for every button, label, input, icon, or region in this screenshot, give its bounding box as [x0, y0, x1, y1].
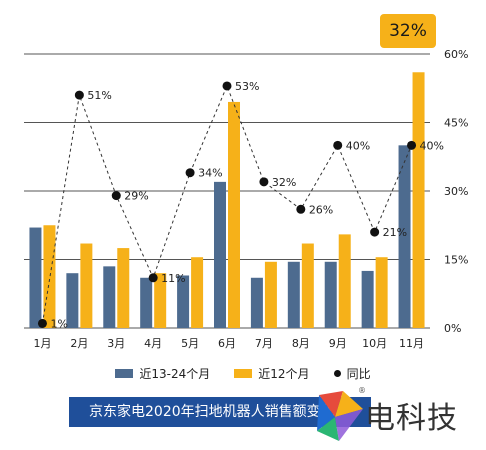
right-axis-tick-label: 60% — [444, 48, 468, 61]
yoy-point — [407, 140, 417, 150]
bar-older — [214, 181, 226, 328]
x-axis-tick-label: 8月 — [292, 337, 310, 350]
x-axis-tick-label: 3月 — [107, 337, 125, 350]
yoy-point — [111, 191, 121, 201]
yoy-line-path — [41, 84, 413, 324]
chart: 1% 51% 29% 11% 34% 53% 32% 26% 40% 21% 40% 0% 15% 30… — [24, 48, 468, 350]
yoy-data-label: 29% — [124, 190, 148, 203]
yoy-point — [333, 140, 343, 150]
yoy-data-label: 40% — [346, 139, 370, 152]
yoy-data-label: 32% — [272, 176, 296, 189]
legend-swatch-older — [115, 368, 134, 378]
right-axis-tick-label: 30% — [444, 185, 468, 198]
yoy-data-label: 1% — [50, 317, 67, 330]
legend-item-older: 近13-24个月 — [115, 365, 210, 382]
bar-recent — [412, 72, 425, 329]
x-axis-tick-label: 5月 — [181, 337, 199, 350]
bar-older — [398, 145, 411, 328]
yoy-point — [185, 168, 195, 178]
x-axis-tick-label: 1月 — [33, 337, 51, 350]
yoy-data-label: 51% — [87, 89, 111, 102]
yoy-data-label: 21% — [383, 226, 407, 239]
bar-older — [361, 270, 374, 328]
bar-recent — [301, 243, 314, 328]
bar-older — [177, 275, 190, 328]
yoy-point — [148, 273, 158, 283]
bar-recent — [191, 257, 204, 328]
highlight-callout: 32% — [380, 14, 436, 48]
x-axis-tick-label: 11月 — [399, 337, 424, 350]
bar-recent — [80, 243, 93, 328]
bar-older — [103, 266, 116, 328]
right-axis-tick-label: 15% — [444, 254, 468, 267]
right-axis-tick-label: 45% — [444, 117, 468, 130]
legend-dot-yoy — [333, 369, 341, 377]
yoy-point — [370, 227, 380, 237]
x-axis-tick-label: 9月 — [329, 337, 347, 350]
registered-mark: ® — [358, 386, 366, 395]
legend-label-recent: 近12个月 — [258, 366, 310, 381]
legend-label-yoy: 同比 — [346, 366, 371, 381]
yoy-point — [296, 204, 306, 214]
bar-older — [29, 227, 42, 328]
yoy-data-label: 40% — [420, 139, 444, 152]
yoy-point — [222, 81, 232, 91]
legend-item-recent: 近12个月 — [234, 365, 310, 382]
bar-recent — [43, 225, 56, 328]
yoy-data-label: 26% — [309, 203, 333, 216]
yoy-point — [259, 177, 269, 187]
bar-older — [250, 277, 263, 328]
yoy-data-label: 34% — [198, 167, 222, 180]
legend-item-yoy: 同比 — [333, 365, 371, 382]
bar-recent — [264, 261, 277, 328]
brand-logo-icon — [317, 391, 363, 441]
bar-recent — [375, 257, 388, 328]
tick-labels: 0% 15% 30% 45% 60% 1月 2月 3月 4月 5月 6月 7月 8月 9月 10月 11月 — [33, 48, 468, 350]
bar-older — [324, 261, 337, 328]
bar-older — [287, 261, 300, 328]
x-axis-tick-label: 7月 — [255, 337, 273, 350]
bar-older — [140, 277, 153, 328]
yoy-point — [37, 318, 47, 328]
bars — [29, 72, 425, 329]
legend: 近13-24个月 近12个月 同比 — [0, 363, 486, 383]
bar-recent — [117, 248, 130, 328]
legend-label-older: 近13-24个月 — [139, 366, 211, 381]
legend-swatch-recent — [234, 368, 253, 378]
bar-recent — [228, 101, 240, 328]
bar-recent — [154, 273, 167, 328]
yoy-data-label: 11% — [161, 272, 185, 285]
brand-logo-text: 电科技 — [365, 401, 458, 436]
yoy-data-label: 53% — [235, 80, 259, 93]
x-axis-tick-label: 4月 — [144, 337, 162, 350]
bar-older — [66, 273, 79, 328]
yoy-point — [74, 90, 84, 100]
x-axis-tick-label: 10月 — [362, 337, 387, 350]
yoy-line: 1% 51% 29% 11% 34% 53% 32% 26% 40% 21% 40% — [37, 80, 444, 330]
x-axis-tick-label: 6月 — [218, 337, 236, 350]
bar-recent — [338, 234, 351, 328]
x-axis-tick-label: 2月 — [70, 337, 88, 350]
right-axis-tick-label: 0% — [444, 322, 461, 335]
